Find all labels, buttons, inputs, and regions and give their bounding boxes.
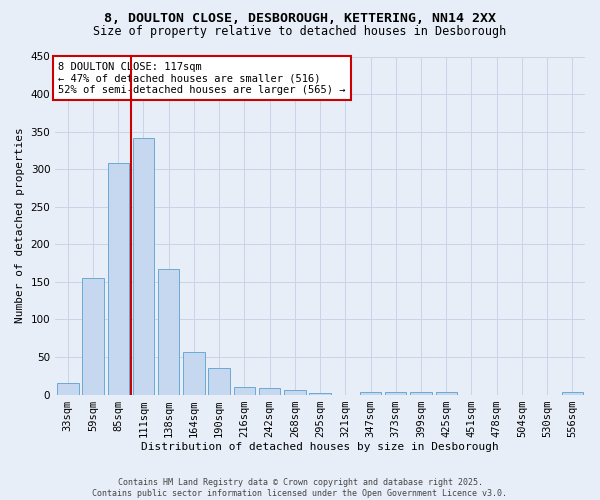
Y-axis label: Number of detached properties: Number of detached properties: [15, 128, 25, 324]
Bar: [436, 392, 457, 394]
Bar: [57, 384, 79, 394]
Bar: [208, 368, 230, 394]
Bar: [183, 352, 205, 395]
Text: 8 DOULTON CLOSE: 117sqm
← 47% of detached houses are smaller (516)
52% of semi-d: 8 DOULTON CLOSE: 117sqm ← 47% of detache…: [58, 62, 346, 95]
Bar: [107, 163, 129, 394]
Bar: [259, 388, 280, 394]
Text: 8, DOULTON CLOSE, DESBOROUGH, KETTERING, NN14 2XX: 8, DOULTON CLOSE, DESBOROUGH, KETTERING,…: [104, 12, 496, 26]
Bar: [410, 392, 432, 394]
X-axis label: Distribution of detached houses by size in Desborough: Distribution of detached houses by size …: [141, 442, 499, 452]
Bar: [158, 269, 179, 394]
Bar: [360, 392, 381, 394]
Text: Contains HM Land Registry data © Crown copyright and database right 2025.
Contai: Contains HM Land Registry data © Crown c…: [92, 478, 508, 498]
Text: Size of property relative to detached houses in Desborough: Size of property relative to detached ho…: [94, 25, 506, 38]
Bar: [133, 138, 154, 394]
Bar: [385, 392, 406, 394]
Bar: [562, 392, 583, 394]
Bar: [233, 387, 255, 394]
Bar: [82, 278, 104, 394]
Bar: [284, 390, 305, 394]
Bar: [310, 393, 331, 394]
